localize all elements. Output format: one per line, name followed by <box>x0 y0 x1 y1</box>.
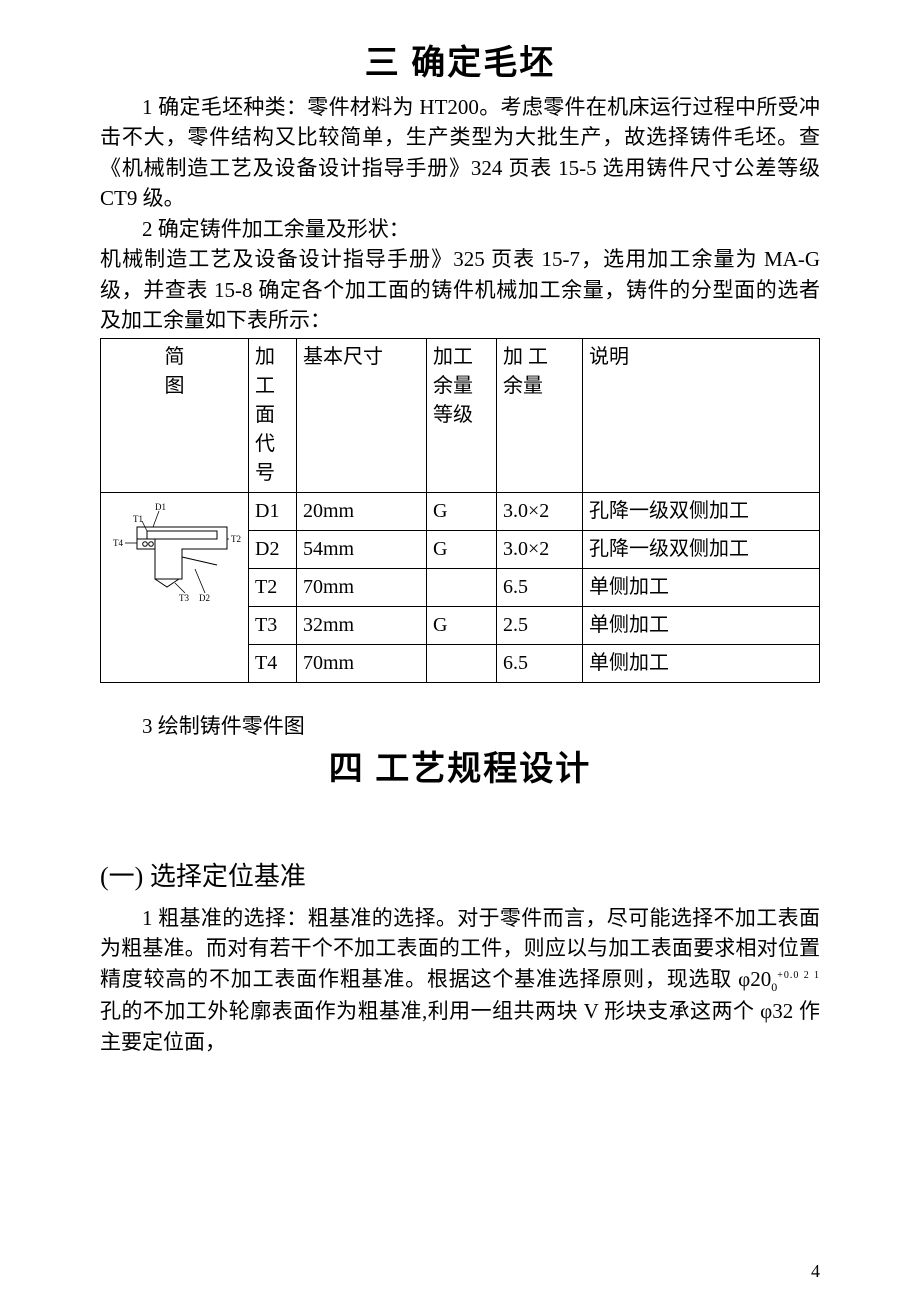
p5-text-b: 孔的不加工外轮廓表面作为粗基准,利用一组共两块 V 形块支承这两个 <box>100 999 760 1023</box>
lbl-T2: T2 <box>231 534 241 544</box>
cell-amount: 3.0×2 <box>497 492 583 530</box>
cell-size: 70mm <box>297 568 427 606</box>
part-diagram: D1 T1 T4 T2 T3 D2 <box>107 497 247 607</box>
lbl-T3: T3 <box>179 593 189 603</box>
phi-symbol-2: φ <box>760 999 772 1023</box>
cell-code: T2 <box>249 568 297 606</box>
paragraph-5: 1 粗基准的选择：粗基准的选择。对于零件而言，尽可能选择不加工表面为粗基准。而对… <box>100 903 820 1057</box>
cell-desc: 孔降一级双侧加工 <box>583 492 820 530</box>
cell-code: T4 <box>249 644 297 682</box>
cell-amount: 3.0×2 <box>497 530 583 568</box>
table-row: D1 T1 T4 T2 T3 D2 D1 20mm G 3.0×2 孔降一级双侧… <box>101 492 820 530</box>
paragraph-1: 1 确定毛坯种类：零件材料为 HT200。考虑零件在机床运行过程中所受冲击不大，… <box>100 92 820 214</box>
p5-text-a: 1 粗基准的选择：粗基准的选择。对于零件而言，尽可能选择不加工表面为粗基准。而对… <box>100 906 820 991</box>
paragraph-3: 机械制造工艺及设备设计指导手册》325 页表 15-7，选用加工余量为 MA-G… <box>100 244 820 335</box>
cell-code: T3 <box>249 606 297 644</box>
hdr-diagram: 简 图 <box>101 338 249 492</box>
page-number: 4 <box>811 1261 820 1282</box>
hdr-diagram-l2: 图 <box>107 372 242 401</box>
diagram-cell: D1 T1 T4 T2 T3 D2 <box>101 492 249 682</box>
allowance-table: 简 图 加 工 面 代 号 基本尺寸 加工 余量 等级 加 工 <box>100 338 820 683</box>
cell-grade: G <box>427 530 497 568</box>
cell-grade <box>427 568 497 606</box>
cell-amount: 2.5 <box>497 606 583 644</box>
heading-4: 四 工艺规程设计 <box>100 741 820 790</box>
spacer <box>100 798 820 826</box>
tol-sub: 0 <box>771 980 777 994</box>
page: 三 确定毛坯 1 确定毛坯种类：零件材料为 HT200。考虑零件在机床运行过程中… <box>0 0 920 1300</box>
paragraph-4: 3 绘制铸件零件图 <box>100 711 820 741</box>
subsection-heading: (一) 选择定位基准 <box>100 856 820 893</box>
lbl-T4: T4 <box>113 538 123 548</box>
phi-symbol-1: φ <box>738 967 750 991</box>
hdr-grade: 加工 余量 等级 <box>427 338 497 492</box>
table: 简 图 加 工 面 代 号 基本尺寸 加工 余量 等级 加 工 <box>100 338 820 683</box>
table-header-row: 简 图 加 工 面 代 号 基本尺寸 加工 余量 等级 加 工 <box>101 338 820 492</box>
cell-grade: G <box>427 492 497 530</box>
p5-val2: 32 <box>772 999 793 1023</box>
cell-amount: 6.5 <box>497 644 583 682</box>
cell-desc: 单侧加工 <box>583 644 820 682</box>
cell-size: 54mm <box>297 530 427 568</box>
cell-desc: 单侧加工 <box>583 568 820 606</box>
tol-sup: +0.0 2 1 <box>777 970 820 981</box>
cell-desc: 孔降一级双侧加工 <box>583 530 820 568</box>
paragraph-2: 2 确定铸件加工余量及形状： <box>100 214 820 244</box>
p5-val1: 20 <box>750 967 771 991</box>
cell-size: 32mm <box>297 606 427 644</box>
lbl-D1: D1 <box>155 502 166 512</box>
lbl-D2: D2 <box>199 593 210 603</box>
cell-amount: 6.5 <box>497 568 583 606</box>
cell-size: 20mm <box>297 492 427 530</box>
hdr-size: 基本尺寸 <box>297 338 427 492</box>
hdr-amount: 加 工 余量 <box>497 338 583 492</box>
hdr-code: 加 工 面 代 号 <box>249 338 297 492</box>
cell-desc: 单侧加工 <box>583 606 820 644</box>
hdr-desc: 说明 <box>583 338 820 492</box>
spacer <box>100 683 820 711</box>
heading-3: 三 确定毛坯 <box>100 35 820 84</box>
cell-code: D2 <box>249 530 297 568</box>
cell-grade: G <box>427 606 497 644</box>
cell-grade <box>427 644 497 682</box>
cell-size: 70mm <box>297 644 427 682</box>
hdr-diagram-l1: 简 <box>107 343 242 372</box>
cell-code: D1 <box>249 492 297 530</box>
lbl-T1: T1 <box>133 514 143 524</box>
